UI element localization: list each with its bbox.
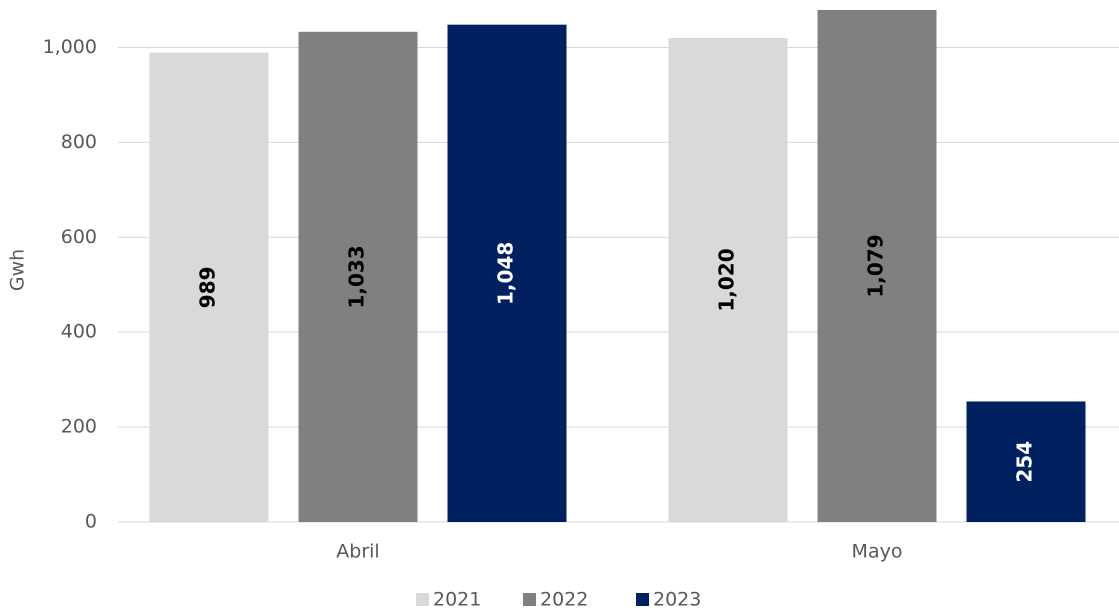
bar [817, 9, 937, 522]
legend-label: 2023 [653, 589, 701, 611]
value-label: 1,048 [494, 242, 518, 305]
bar [447, 24, 567, 523]
value-label: 254 [1013, 441, 1037, 483]
x-tick-label: Mayo [852, 541, 903, 563]
y-tick-label: 0 [85, 511, 97, 533]
y-tick-label: 200 [61, 416, 97, 438]
legend-swatch [416, 593, 429, 606]
value-label: 1,033 [345, 245, 369, 308]
x-tick-label: Abril [336, 541, 379, 563]
legend-swatch [523, 593, 536, 606]
bar [298, 31, 418, 522]
bar [149, 52, 269, 522]
y-tick-label: 800 [61, 131, 97, 153]
value-label: 1,020 [715, 248, 739, 311]
legend-label: 2022 [540, 589, 588, 611]
value-label: 1,079 [864, 234, 888, 297]
y-tick-label: 600 [61, 226, 97, 248]
bar [668, 37, 788, 523]
y-tick-label: 1,000 [43, 36, 97, 58]
value-label: 989 [196, 266, 220, 308]
legend-label: 2021 [433, 589, 481, 611]
y-axis-label: Gwh [7, 249, 29, 291]
bar [966, 401, 1086, 522]
legend-swatch [636, 593, 649, 606]
y-tick-label: 400 [61, 321, 97, 343]
